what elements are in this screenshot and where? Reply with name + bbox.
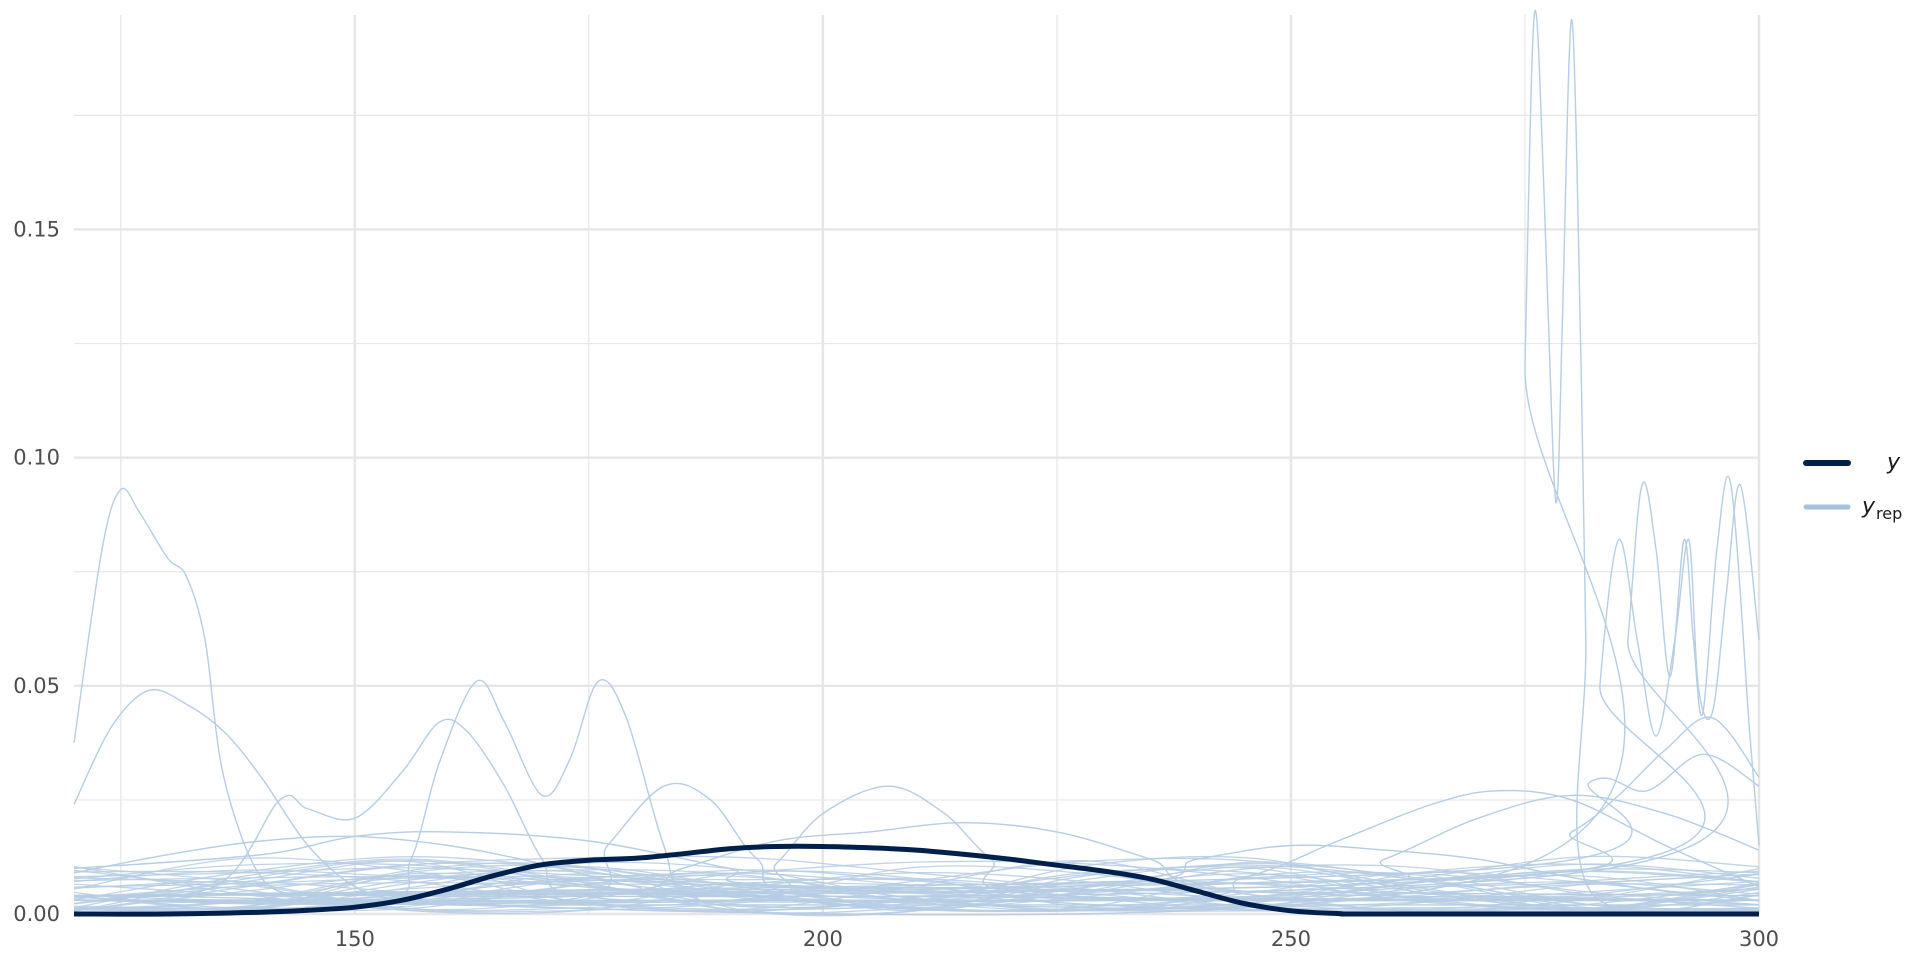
yrep-series-lines xyxy=(73,9,1760,916)
yrep_8-line xyxy=(73,835,1760,901)
y-tick-label: 0.00 xyxy=(13,902,60,926)
x-tick-label: 200 xyxy=(803,927,843,951)
observed-series-line xyxy=(73,843,1760,917)
yrep_12-line xyxy=(73,844,1760,901)
yrep_15-line xyxy=(73,475,1760,898)
x-tick-label: 300 xyxy=(1739,927,1779,951)
yrep_1-line xyxy=(73,487,1759,906)
legend-label: yrep xyxy=(1861,494,1902,523)
y-tick-label: 0.10 xyxy=(13,446,60,470)
yrep_13-line xyxy=(73,9,1760,916)
yrep_17-line xyxy=(73,753,1760,897)
legend-label-subscript: rep xyxy=(1876,504,1902,523)
legend-entry: y xyxy=(1803,450,1901,475)
yrep_4-line xyxy=(73,679,1760,905)
legend: y yrep xyxy=(1803,450,1902,523)
yrep-band-line xyxy=(73,877,1760,905)
x-tick-label: 250 xyxy=(1271,927,1311,951)
yrep_11-line xyxy=(73,794,1760,897)
x-tick-label: 150 xyxy=(335,927,375,951)
observed-y-line xyxy=(73,843,1760,917)
yrep_14-line xyxy=(73,484,1760,897)
yrep-band-line xyxy=(73,860,1760,914)
legend-label: y xyxy=(1886,450,1901,475)
legend-entry: yrep xyxy=(1803,494,1902,523)
y-tick-label: 0.15 xyxy=(13,217,60,241)
grid-lines xyxy=(74,15,1761,916)
axis-tick-labels: 150 200 250 300 0.00 0.05 0.10 0.15 xyxy=(13,217,1779,951)
yrep-band-line xyxy=(73,873,1760,908)
y-tick-label: 0.05 xyxy=(13,674,60,698)
